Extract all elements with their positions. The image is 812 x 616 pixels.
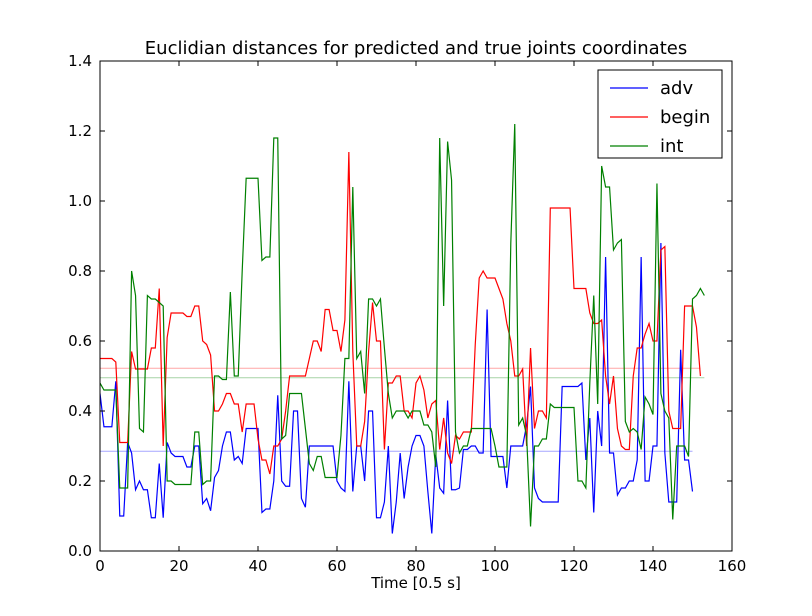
- y-tick-label: 0.8: [68, 262, 92, 280]
- legend-label-adv: adv: [660, 78, 693, 99]
- x-tick-label: 80: [406, 557, 425, 575]
- x-tick-label: 160: [718, 557, 747, 575]
- y-tick-label: 0.6: [68, 332, 92, 350]
- x-tick-label: 40: [248, 557, 267, 575]
- y-tick-label: 1.4: [68, 52, 92, 70]
- plot-area: [100, 123, 705, 534]
- axis-ticks: 0 20 40 60 80 100 120 140 160 0.0 0.2 0.4 0.6 0.8 1.0 1…: [68, 52, 746, 575]
- legend-label-begin: begin: [660, 107, 710, 128]
- x-tick-label: 0: [95, 557, 105, 575]
- x-tick-label: 120: [560, 557, 589, 575]
- legend: adv begin int: [597, 69, 723, 159]
- x-tick-label: 20: [169, 557, 188, 575]
- y-tick-label: 0.0: [68, 542, 92, 560]
- series-line-adv: [100, 242, 694, 534]
- x-tick-label: 60: [327, 557, 346, 575]
- y-tick-label: 0.2: [68, 472, 92, 490]
- y-tick-label: 1.2: [68, 122, 92, 140]
- x-axis-label: Time [0.5 s]: [370, 574, 461, 592]
- x-tick-label: 100: [481, 557, 510, 575]
- y-tick-label: 0.4: [68, 402, 92, 420]
- x-tick-label: 140: [639, 557, 668, 575]
- series-line-begin: [100, 151, 701, 475]
- series-line-int: [100, 123, 705, 527]
- legend-label-int: int: [660, 136, 683, 157]
- legend-box: [597, 69, 723, 159]
- y-tick-label: 1.0: [68, 192, 92, 210]
- chart-title: Euclidian distances for predicted and tr…: [145, 38, 687, 59]
